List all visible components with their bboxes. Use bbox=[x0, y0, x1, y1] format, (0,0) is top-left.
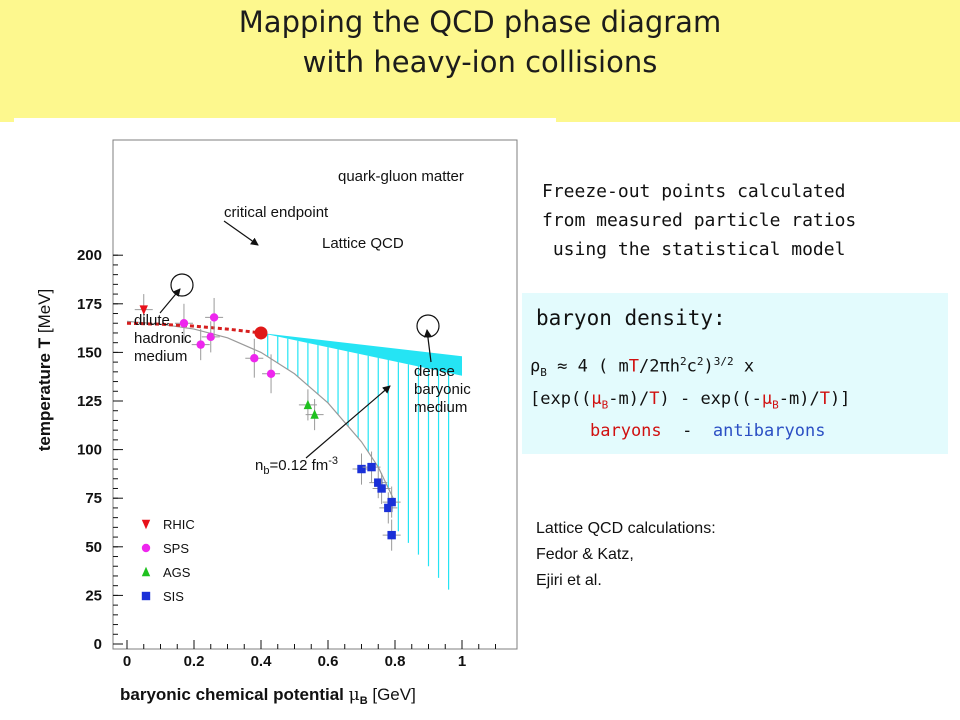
data-point-sis bbox=[374, 478, 383, 487]
figure-panel bbox=[14, 118, 556, 720]
freezeout-note-line-2: from measured particle ratios bbox=[542, 210, 857, 231]
data-point-sis bbox=[387, 530, 396, 540]
dilute-label-2: hadronic bbox=[134, 330, 192, 347]
lattice-calc-note: Lattice QCD calculations: Fedor & Katz, … bbox=[536, 516, 836, 594]
legend-marker-ags bbox=[141, 566, 151, 577]
legend-label-ags: AGS bbox=[163, 565, 191, 580]
title-line-2: with heavy-ion collisions bbox=[302, 45, 658, 79]
axes: 0 0.2 0.4 0.6 0.8 1 0 25 50 75 100 125 150 175 200 bbox=[77, 247, 496, 670]
x-tick-label: 0.4 bbox=[251, 653, 273, 670]
x-tick-label: 0 bbox=[123, 653, 131, 670]
x-tick-label: 0.8 bbox=[385, 653, 406, 670]
nb-contour-label: nb=0.12 fm-3 bbox=[255, 455, 338, 477]
data-point-sis bbox=[387, 497, 396, 507]
density-formula-line-1: ρB ≈ 4 ( mT/2πh2c2)3/2 x bbox=[530, 355, 755, 380]
x-tick-label: 0.6 bbox=[318, 653, 339, 670]
legend-marker-rhic bbox=[141, 519, 151, 530]
y-tick-label: 0 bbox=[94, 636, 102, 653]
dense-label-3: medium bbox=[414, 399, 467, 416]
critical-endpoint-label: critical endpoint bbox=[224, 204, 329, 221]
y-tick-label: 125 bbox=[77, 393, 102, 410]
y-tick-label: 150 bbox=[77, 344, 102, 361]
data-point-ags bbox=[303, 399, 313, 410]
qgp-label: quark-gluon matter bbox=[338, 168, 464, 185]
data-point-sis bbox=[384, 503, 393, 513]
dense-label-1: dense bbox=[414, 363, 455, 380]
x-tick-label: 0.2 bbox=[184, 653, 205, 670]
density-formula-line-3: baryons - antibaryons bbox=[590, 421, 826, 441]
data-point-sps bbox=[196, 340, 205, 349]
lattice-qcd-band bbox=[261, 332, 462, 590]
plot-frame bbox=[112, 139, 518, 650]
lattice-note-line-1: Lattice QCD calculations: bbox=[536, 520, 716, 537]
density-formula-line-2: [exp((μB-m)/T) - exp((-μB-m)/T)] bbox=[530, 389, 851, 412]
title-line-1: Mapping the QCD phase diagram bbox=[238, 5, 722, 39]
baryon-density-title: baryon density: bbox=[536, 306, 726, 330]
dense-arrow bbox=[423, 329, 432, 363]
lattice-qcd-label: Lattice QCD bbox=[322, 235, 404, 252]
freezeout-note-line-1: Freeze-out points calculated bbox=[542, 181, 846, 202]
legend-label-sis: SIS bbox=[163, 589, 184, 604]
critical-endpoint-marker bbox=[254, 326, 268, 340]
data-points bbox=[134, 294, 401, 551]
dilute-region-circle bbox=[170, 273, 194, 297]
legend-marker-sps bbox=[141, 543, 151, 553]
y-tick-label: 50 bbox=[85, 539, 102, 556]
data-point-sis bbox=[377, 484, 386, 493]
freezeout-note-line-3: using the statistical model bbox=[542, 239, 846, 260]
data-point-sis bbox=[357, 464, 366, 474]
data-point-sps bbox=[209, 313, 219, 322]
lattice-band-fill bbox=[261, 332, 462, 376]
dilute-arrow bbox=[159, 288, 181, 314]
data-point-sps bbox=[250, 354, 259, 363]
y-tick-label: 175 bbox=[77, 296, 102, 313]
data-point-rhic bbox=[139, 305, 148, 315]
baryon-density-box: baryon density: ρB ≈ 4 ( mT/2πh2c2)3/2 x… bbox=[522, 293, 948, 454]
data-point-sps bbox=[266, 369, 276, 378]
y-tick-label: 100 bbox=[77, 442, 102, 459]
data-point-sis bbox=[367, 462, 376, 472]
y-tick-label: 25 bbox=[85, 587, 102, 604]
legend-marker-sis bbox=[141, 591, 151, 601]
x-axis-title: baryonic chemical potential μB [GeV] bbox=[120, 685, 416, 707]
page-title: Mapping the QCD phase diagram with heavy… bbox=[95, 2, 865, 82]
baryons-label: baryons bbox=[590, 421, 662, 441]
lattice-note-line-2: Fedor & Katz, bbox=[536, 546, 634, 563]
dilute-label-1: dilute bbox=[134, 312, 170, 329]
legend: RHIC SPS AGS SIS bbox=[141, 517, 195, 604]
y-tick-label: 200 bbox=[77, 247, 102, 264]
dilute-label-3: medium bbox=[134, 348, 187, 365]
legend-label-sps: SPS bbox=[163, 541, 189, 556]
lattice-note-line-3: Ejiri et al. bbox=[536, 572, 602, 589]
critical-endpoint-arrow bbox=[223, 220, 259, 246]
antibaryons-label: antibaryons bbox=[712, 421, 826, 441]
data-point-sps bbox=[179, 319, 189, 328]
freezeout-curve bbox=[126, 320, 396, 503]
data-point-ags bbox=[310, 409, 319, 419]
dense-label-2: baryonic bbox=[414, 381, 471, 398]
freezeout-note: Freeze-out points calculated from measur… bbox=[542, 177, 952, 264]
legend-label-rhic: RHIC bbox=[163, 517, 195, 532]
crossover-line bbox=[126, 321, 262, 335]
title-banner bbox=[0, 0, 960, 122]
y-tick-label: 75 bbox=[85, 490, 102, 507]
x-tick-label: 1 bbox=[458, 653, 466, 670]
nb-contour-arrow bbox=[305, 385, 391, 459]
data-point-sps bbox=[206, 332, 215, 342]
y-axis-title: temperature T [MeV] bbox=[35, 289, 54, 452]
